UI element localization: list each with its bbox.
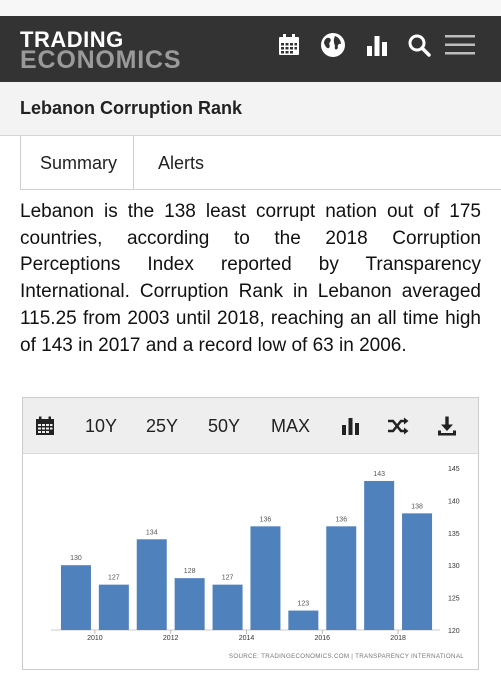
globe-icon[interactable] bbox=[318, 30, 348, 60]
chart-bar bbox=[60, 565, 91, 630]
y-tick-label: 140 bbox=[448, 498, 460, 505]
search-icon[interactable] bbox=[404, 30, 434, 60]
data-label: 128 bbox=[184, 568, 196, 575]
y-tick-label: 120 bbox=[448, 628, 460, 635]
chart-bar bbox=[402, 513, 433, 630]
chart-panel: 10Y 25Y 50Y MAX bbox=[22, 397, 479, 670]
data-label: 136 bbox=[335, 516, 347, 523]
chart-bar bbox=[98, 584, 129, 630]
data-label: 123 bbox=[298, 601, 310, 608]
y-tick-label: 125 bbox=[448, 596, 460, 603]
chart-bar bbox=[174, 578, 205, 630]
bar-chart-icon[interactable] bbox=[341, 398, 361, 454]
chart-bar bbox=[326, 526, 357, 630]
chart-source: SOURCE: TRADINGECONOMICS.COM | TRANSPARE… bbox=[229, 653, 464, 660]
tab-bar: Summary Alerts bbox=[20, 136, 501, 190]
chart-bar bbox=[288, 610, 319, 630]
bar-chart-icon[interactable] bbox=[362, 30, 392, 60]
data-label: 127 bbox=[108, 575, 120, 582]
page-title: Lebanon Corruption Rank bbox=[20, 98, 242, 118]
status-strip bbox=[0, 0, 501, 16]
range-25y-button[interactable]: 25Y bbox=[146, 415, 179, 436]
x-tick-label: 2014 bbox=[239, 635, 255, 642]
chart-bar bbox=[212, 584, 243, 630]
x-tick-label: 2018 bbox=[390, 635, 406, 642]
tab-alerts[interactable]: Alerts bbox=[158, 152, 205, 173]
data-label: 138 bbox=[411, 503, 423, 510]
data-label: 143 bbox=[373, 471, 385, 478]
page-title-bar: Lebanon Corruption Rank bbox=[0, 82, 501, 136]
data-label: 136 bbox=[260, 516, 272, 523]
range-max-button[interactable]: MAX bbox=[271, 415, 311, 436]
y-tick-label: 135 bbox=[448, 531, 460, 538]
chart-bar bbox=[250, 526, 281, 630]
tab-summary[interactable]: Summary bbox=[20, 136, 134, 190]
menu-icon[interactable] bbox=[443, 30, 477, 60]
data-label: 130 bbox=[70, 555, 82, 562]
description-text: Lebanon is the 138 least corrupt nation … bbox=[20, 201, 481, 356]
range-10y-button[interactable]: 10Y bbox=[85, 415, 118, 436]
chart-bar bbox=[364, 480, 395, 630]
chart-toolbar: 10Y 25Y 50Y MAX bbox=[23, 398, 478, 454]
y-tick-label: 130 bbox=[448, 563, 460, 570]
x-tick-label: 2016 bbox=[315, 635, 331, 642]
x-tick-label: 2012 bbox=[163, 635, 179, 642]
logo-line-1: TRADING bbox=[20, 27, 124, 52]
site-logo[interactable]: TRADING ECONOMICS bbox=[20, 27, 182, 74]
chart-bar bbox=[136, 539, 167, 630]
site-header: TRADING ECONOMICS bbox=[0, 16, 501, 82]
bar-chart: 130 127 134 128 127 136 123 136 143 138 2010 2012 20… bbox=[51, 466, 464, 660]
calendar-icon[interactable] bbox=[274, 30, 304, 60]
calendar-icon[interactable] bbox=[35, 398, 55, 454]
x-tick-label: 2010 bbox=[87, 635, 103, 642]
range-50y-button[interactable]: 50Y bbox=[208, 415, 241, 436]
logo-line-2: ECONOMICS bbox=[20, 46, 182, 74]
data-label: 134 bbox=[146, 529, 158, 536]
download-icon[interactable] bbox=[437, 398, 457, 454]
shuffle-icon[interactable] bbox=[387, 398, 409, 454]
y-tick-label: 145 bbox=[448, 466, 460, 473]
data-label: 127 bbox=[222, 575, 234, 582]
